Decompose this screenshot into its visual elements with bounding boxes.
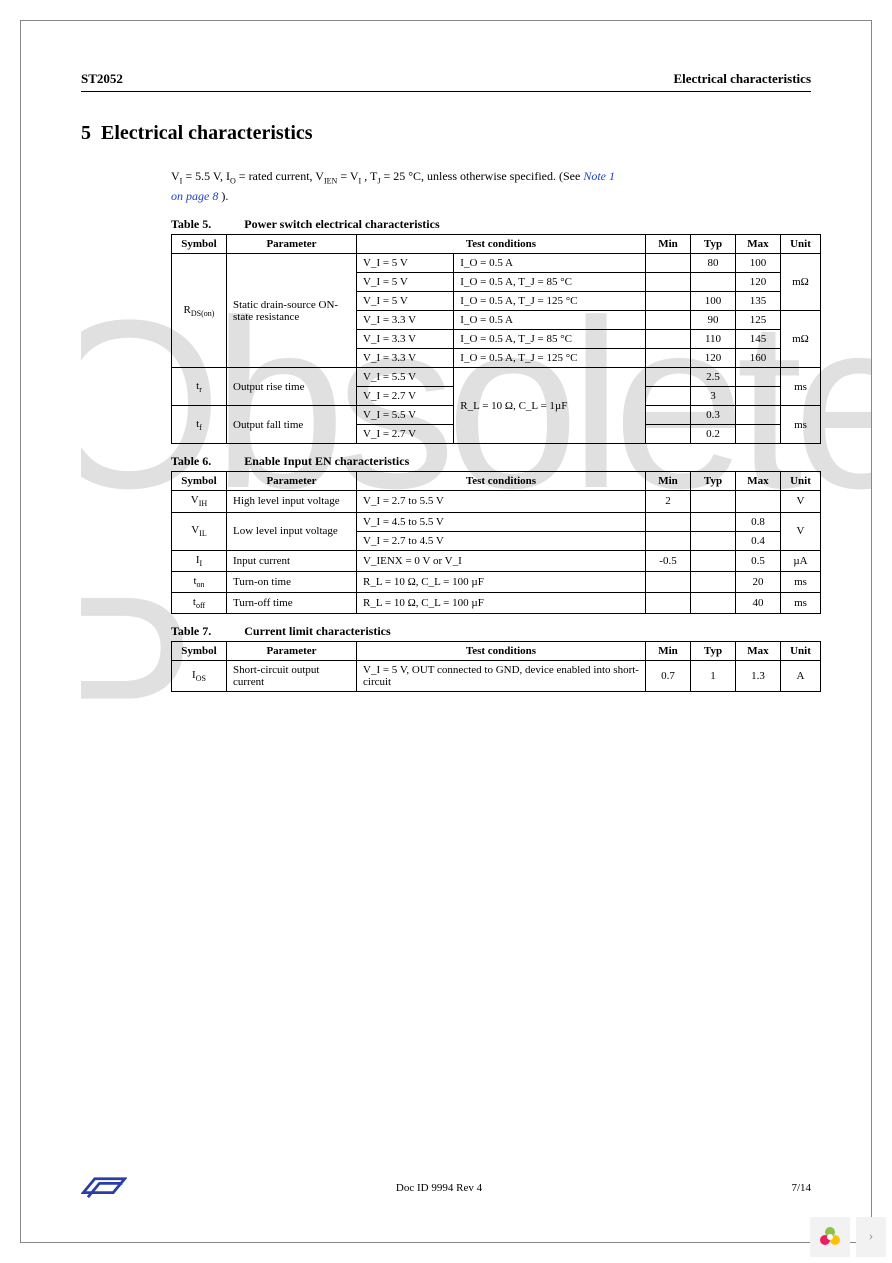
col-min: Min bbox=[646, 235, 691, 254]
table7-caption: Table 7. Current limit characteristics bbox=[171, 624, 811, 639]
st-logo-icon bbox=[81, 1174, 127, 1202]
table-row: IOS Short-circuit output current V_I = 5… bbox=[172, 661, 821, 692]
table-header-row: Symbol Parameter Test conditions Min Typ… bbox=[172, 642, 821, 661]
table-row: VIL Low level input voltage V_I = 4.5 to… bbox=[172, 512, 821, 531]
footer-docid: Doc ID 9994 Rev 4 bbox=[127, 1182, 751, 1194]
table5: Symbol Parameter Test conditions Min Typ… bbox=[171, 234, 821, 444]
table-row: toff Turn-off time R_L = 10 Ω, C_L = 100… bbox=[172, 592, 821, 613]
table7: Symbol Parameter Test conditions Min Typ… bbox=[171, 641, 821, 692]
table6-caption: Table 6. Enable Input EN characteristics bbox=[171, 454, 811, 469]
table-row: ton Turn-on time R_L = 10 Ω, C_L = 100 µ… bbox=[172, 571, 821, 592]
table-row: II Input current V_IENX = 0 V or V_I -0.… bbox=[172, 550, 821, 571]
page-header: ST2052 Electrical characteristics bbox=[81, 71, 811, 92]
col-parameter: Parameter bbox=[227, 235, 357, 254]
flower-icon[interactable] bbox=[810, 1217, 850, 1257]
section-heading: 5 Electrical characteristics bbox=[81, 122, 811, 145]
table5-caption: Table 5. Power switch electrical charact… bbox=[171, 217, 811, 232]
col-typ: Typ bbox=[691, 235, 736, 254]
col-symbol: Symbol bbox=[172, 235, 227, 254]
header-product: ST2052 bbox=[81, 71, 123, 87]
table6: Symbol Parameter Test conditions Min Typ… bbox=[171, 471, 821, 614]
cell-parameter: Static drain-source ON-state resistance bbox=[227, 254, 357, 368]
page-footer: Doc ID 9994 Rev 4 7/14 bbox=[81, 1174, 811, 1202]
header-section: Electrical characteristics bbox=[673, 71, 811, 87]
col-conditions: Test conditions bbox=[357, 235, 646, 254]
table-header-row: Symbol Parameter Test conditions Min Typ… bbox=[172, 235, 821, 254]
cell-symbol: RDS(on) bbox=[172, 254, 227, 368]
cell-cond: V_I = 5 V bbox=[357, 254, 454, 273]
section-number: 5 bbox=[81, 122, 91, 144]
intro-paragraph: VI = 5.5 V, IO = rated current, VIEN = V… bbox=[171, 167, 811, 205]
viewer-toolbar: › bbox=[810, 1217, 886, 1257]
page-link[interactable]: on page 8 bbox=[171, 189, 218, 203]
datasheet-page: Obsolete P ST2052 Electrical characteris… bbox=[20, 20, 872, 1243]
next-page-button[interactable]: › bbox=[856, 1217, 886, 1257]
col-unit: Unit bbox=[781, 235, 821, 254]
col-max: Max bbox=[736, 235, 781, 254]
table-row: VIH High level input voltage V_I = 2.7 t… bbox=[172, 491, 821, 512]
table-row: RDS(on) Static drain-source ON-state res… bbox=[172, 254, 821, 273]
footer-pageno: 7/14 bbox=[751, 1182, 811, 1194]
note-link[interactable]: Note 1 bbox=[583, 169, 615, 183]
cell-cond: I_O = 0.5 A bbox=[454, 254, 646, 273]
section-title: Electrical characteristics bbox=[101, 122, 313, 144]
table-header-row: Symbol Parameter Test conditions Min Typ… bbox=[172, 472, 821, 491]
table-row: tr Output rise time V_I = 5.5 V R_L = 10… bbox=[172, 368, 821, 387]
